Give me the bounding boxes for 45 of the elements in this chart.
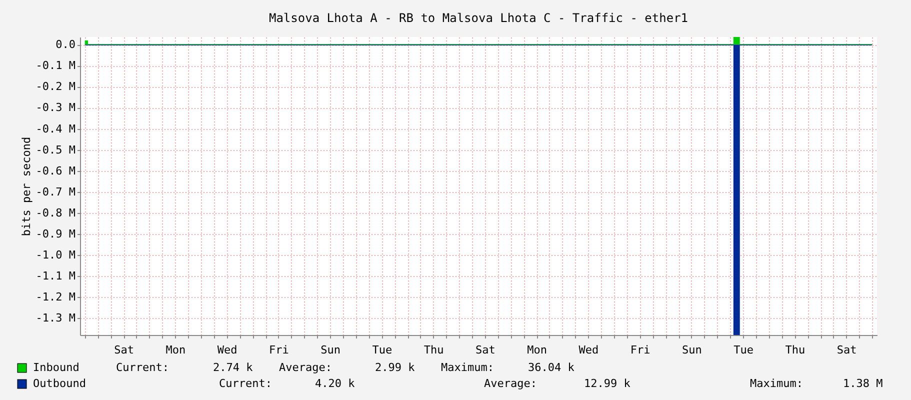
y-tick-label: -0.2 M — [36, 80, 76, 94]
x-tick-label: Sat — [114, 344, 134, 356]
chart-title: Malsova Lhota A - RB to Malsova Lhota C - Traffic - ether1 — [268, 11, 688, 25]
text: Average: — [484, 377, 537, 390]
x-tick-label: Tue — [372, 344, 392, 356]
y-tick-label: -1.1 M — [36, 270, 76, 283]
y-tick-label: -0.6 M — [36, 164, 76, 178]
x-tick-label: Wed — [217, 344, 238, 356]
x-tick-label: Fri — [630, 344, 650, 356]
x-tick-label: Sat — [476, 344, 496, 356]
x-tick-label: Mon — [527, 344, 548, 356]
x-tick-label: Thu — [785, 344, 806, 356]
y-axis-title: bits per second — [20, 136, 33, 236]
x-tick-label: Fri — [269, 344, 289, 356]
y-tick-label: -0.5 M — [36, 143, 76, 156]
text: Maximum: — [750, 377, 803, 390]
y-tick-label: -0.7 M — [36, 185, 76, 198]
text: 1.38 M — [843, 377, 884, 390]
x-tick-label: Sun — [682, 344, 702, 356]
text: 36.04 k — [528, 361, 575, 374]
x-tick-label: Sat — [836, 344, 857, 356]
y-tick-label: -0.8 M — [36, 206, 76, 220]
y-tick-label: -1.0 M — [36, 248, 76, 262]
y-tick-label: -0.9 M — [36, 227, 76, 240]
text: Current: — [219, 377, 272, 390]
y-tick-label: -0.3 M — [36, 101, 76, 114]
text: Maximum: — [441, 361, 494, 374]
legend-label: Inbound — [33, 361, 80, 374]
x-tick-label: Tue — [734, 344, 754, 356]
x-tick-label: Thu — [424, 344, 444, 356]
legend-label: Outbound — [33, 377, 86, 390]
text: Current: — [116, 361, 169, 374]
y-tick-label: -0.1 M — [36, 59, 76, 72]
x-tick-label: Wed — [578, 344, 599, 356]
x-tick-label: Mon — [166, 344, 186, 356]
x-tick-label: Sun — [320, 344, 341, 356]
text: 4.20 k — [315, 377, 356, 390]
y-tick-label: -0.4 M — [36, 122, 76, 136]
y-tick-label: -1.2 M — [36, 290, 76, 304]
y-tick-label: -1.3 M — [36, 312, 76, 325]
y-tick-label: 0.0 — [56, 38, 76, 52]
text: 2.99 k — [375, 361, 416, 374]
text: 12.99 k — [584, 377, 631, 390]
text: 2.74 k — [213, 361, 254, 374]
text: Average: — [279, 361, 332, 374]
